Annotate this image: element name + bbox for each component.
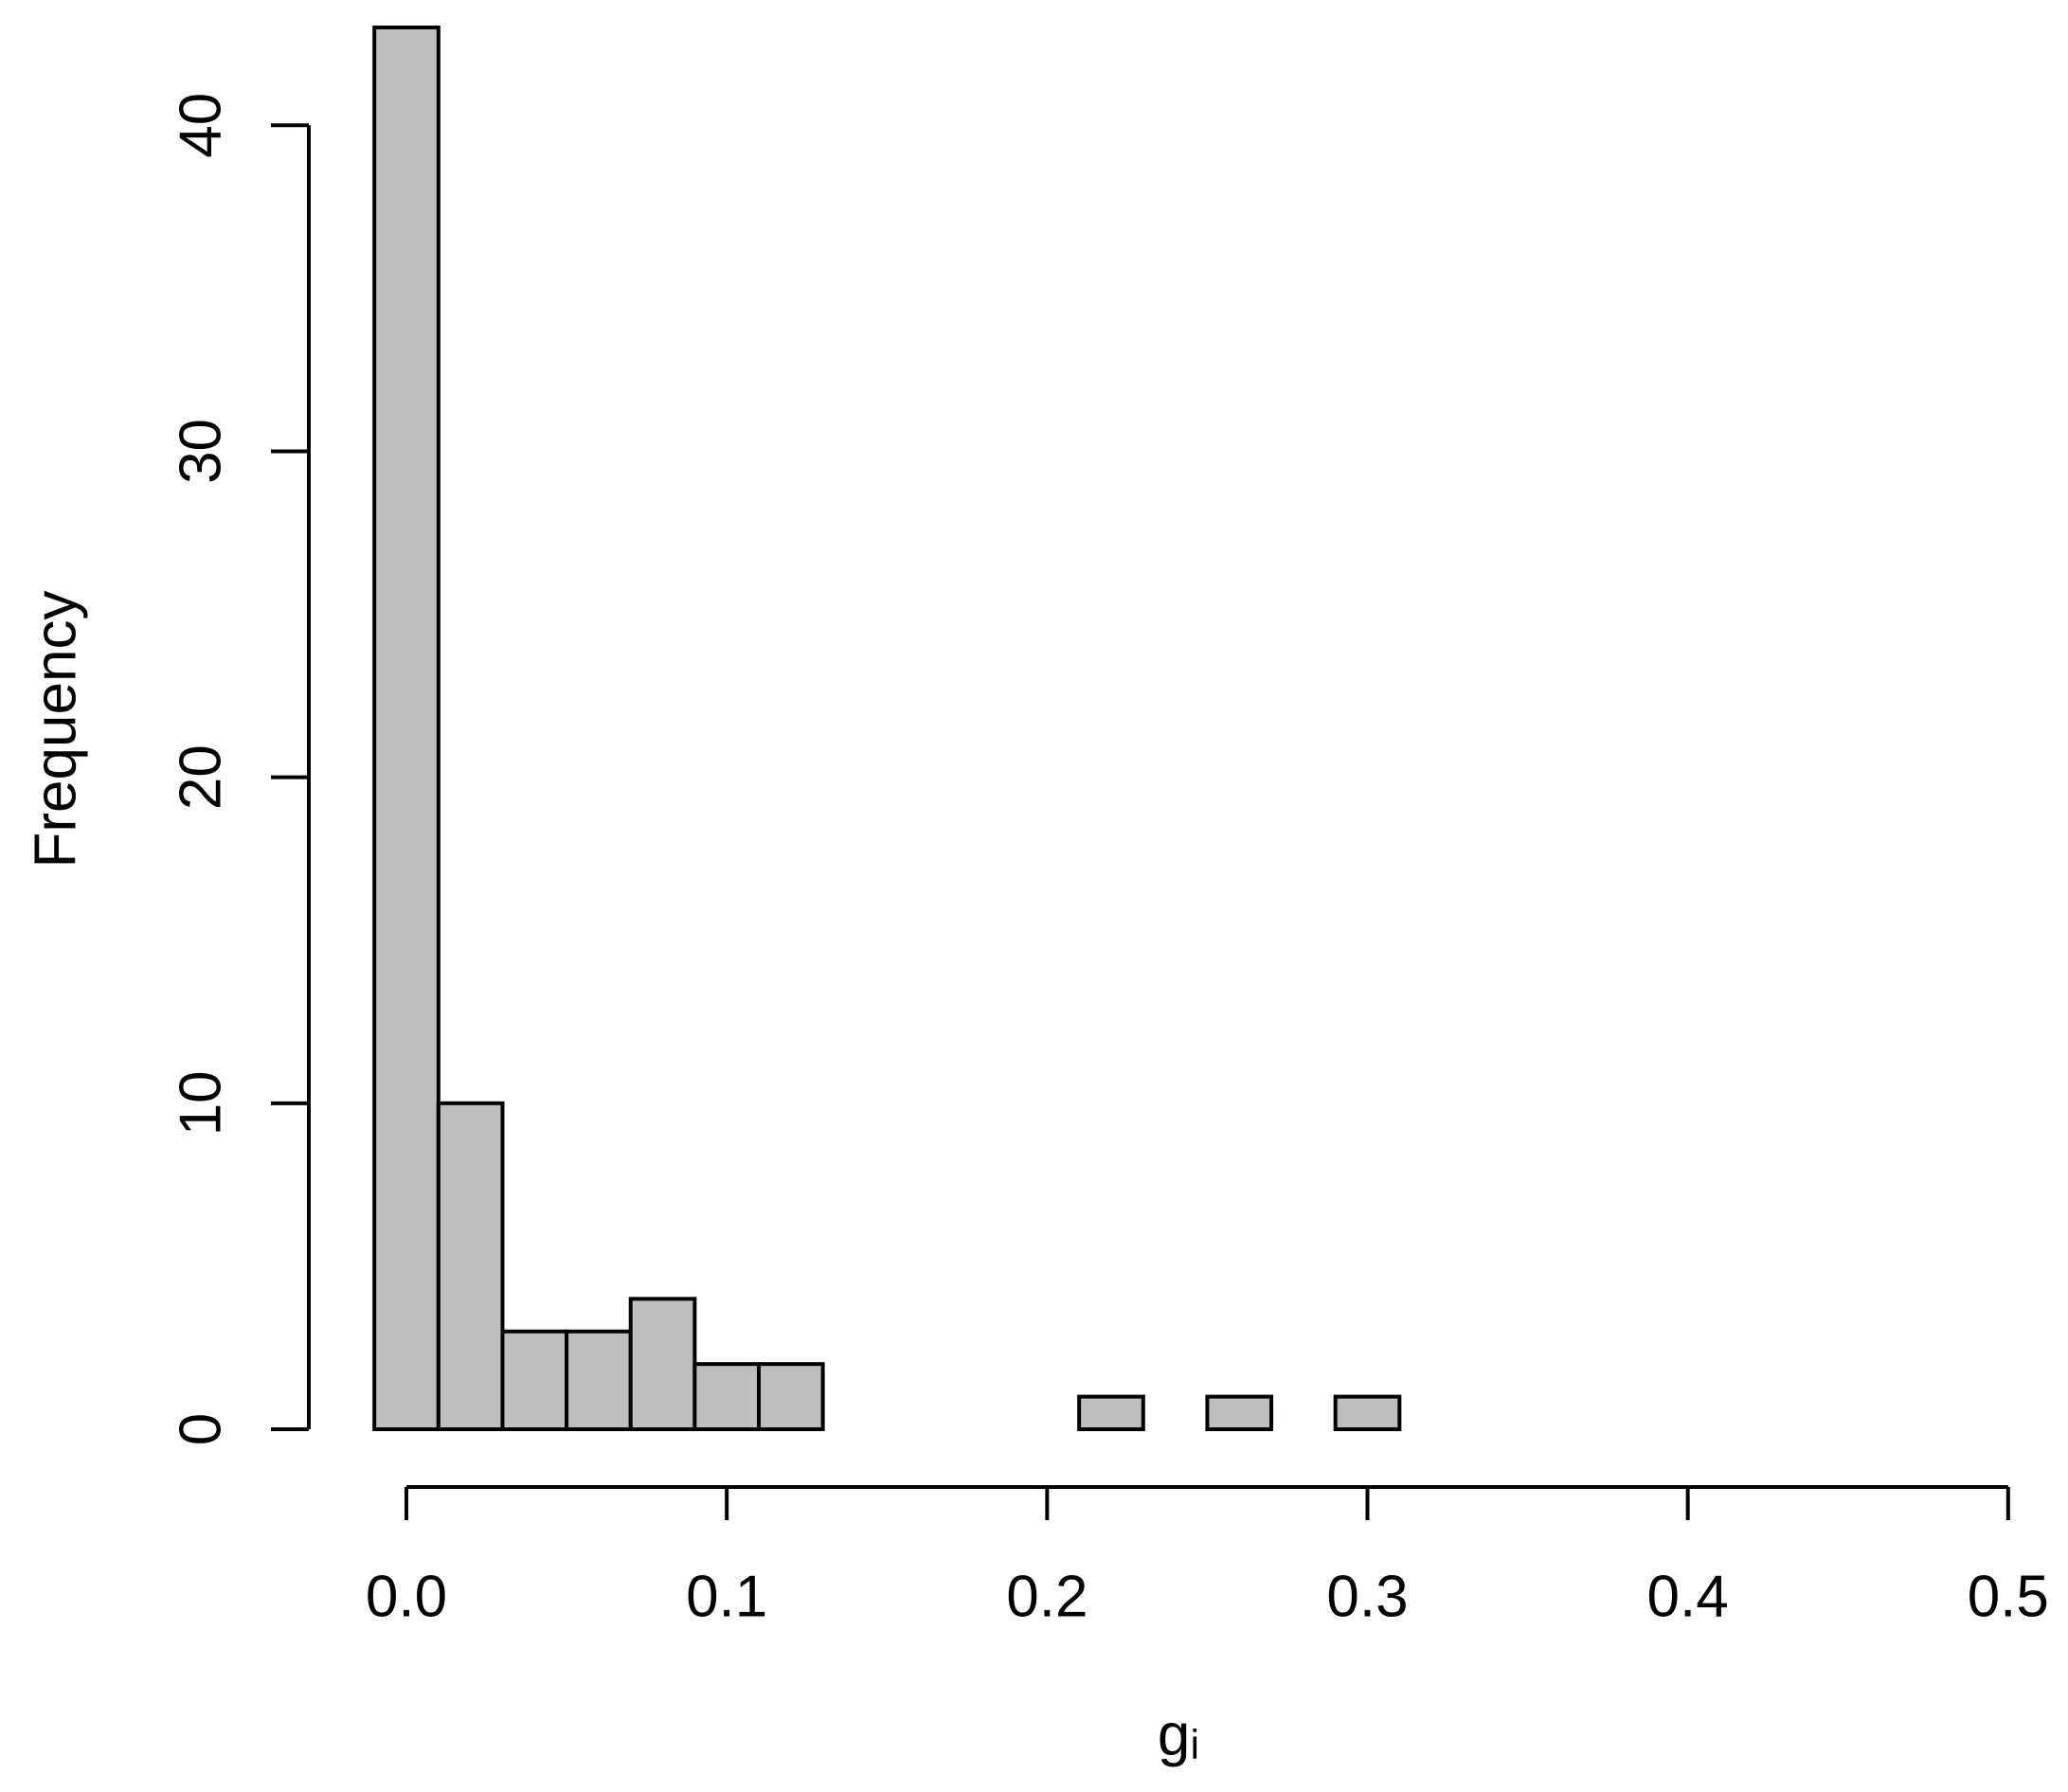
bar <box>1205 1394 1274 1432</box>
bar <box>436 1101 505 1431</box>
x-tick-label: 0.1 <box>686 1564 767 1629</box>
y-axis-label: Frequency <box>23 591 88 869</box>
y-tick-label: 20 <box>168 744 233 810</box>
y-tick-label: 10 <box>168 1070 233 1136</box>
x-tick-label: 0.3 <box>1326 1564 1408 1629</box>
bar <box>628 1297 697 1431</box>
bar <box>692 1362 761 1432</box>
x-tick-label: 0.2 <box>1006 1564 1088 1629</box>
bar <box>1333 1394 1402 1432</box>
x-axis-label: gᵢ <box>1158 1702 1199 1767</box>
bar <box>756 1362 825 1432</box>
y-tick-label: 0 <box>168 1413 233 1445</box>
x-tick-label: 0.0 <box>366 1564 447 1629</box>
bar <box>1077 1394 1145 1432</box>
y-tick-label: 30 <box>168 419 233 484</box>
x-tick-label: 0.4 <box>1647 1564 1729 1629</box>
bar <box>565 1329 633 1431</box>
bar <box>372 26 441 1431</box>
y-tick-label: 40 <box>168 93 233 158</box>
bar <box>500 1329 569 1431</box>
x-tick-label: 0.5 <box>1968 1564 2049 1629</box>
